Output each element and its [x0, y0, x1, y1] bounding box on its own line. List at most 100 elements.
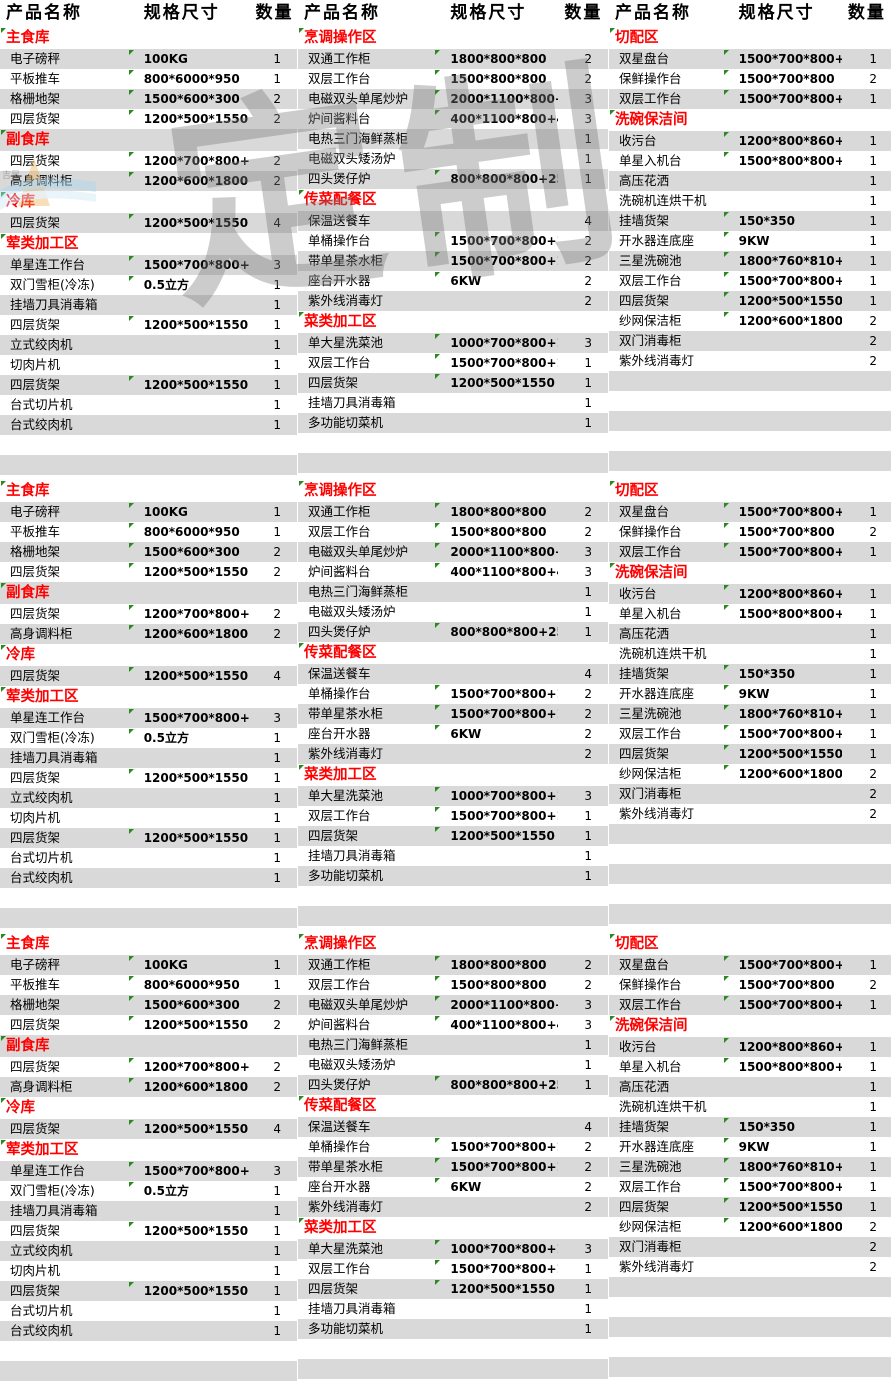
table-row[interactable]: 电磁双头矮汤炉 1: [298, 602, 608, 622]
table-row[interactable]: 电热三门海鲜蒸柜 1: [298, 582, 608, 602]
table-row[interactable]: 四层货架 1200*500*1550 4: [0, 213, 297, 233]
table-row[interactable]: 双星盘台 1500*700*800+1 1: [609, 502, 891, 522]
table-row[interactable]: 四层货架 1200*500*1550 1: [0, 1281, 297, 1301]
table-row[interactable]: 单星入机台 1500*800*800+1 1: [609, 151, 891, 171]
table-row[interactable]: 高压花洒 1: [609, 1077, 891, 1097]
table-row[interactable]: 立式绞肉机 1: [0, 1241, 297, 1261]
table-row[interactable]: 台式切片机 1: [0, 848, 297, 868]
table-row[interactable]: 四层货架 1200*500*1550 4: [0, 1119, 297, 1139]
table-row[interactable]: 四层货架 1200*500*1550 2: [0, 1015, 297, 1035]
table-row[interactable]: 双层工作台 1500*800*800 2: [298, 69, 608, 89]
table-row[interactable]: 挂墙刀具消毒箱 1: [298, 1299, 608, 1319]
table-row[interactable]: 格栅地架 1500*600*300 2: [0, 995, 297, 1015]
table-row[interactable]: 双门雪柜(冷冻) 0.5立方 1: [0, 728, 297, 748]
table-row[interactable]: 台式绞肉机 1: [0, 1321, 297, 1341]
table-row[interactable]: 电子磅秤 100KG 1: [0, 49, 297, 69]
table-row[interactable]: 紫外线消毒灯 2: [609, 351, 891, 371]
table-row[interactable]: 电热三门海鲜蒸柜 1: [298, 129, 608, 149]
table-row[interactable]: 多功能切菜机 1: [298, 413, 608, 433]
table-row[interactable]: 紫外线消毒灯 2: [609, 1257, 891, 1277]
table-row[interactable]: 高身调料柜 1200*600*1800 2: [0, 171, 297, 191]
table-row[interactable]: 保鲜操作台 1500*700*800 2: [609, 975, 891, 995]
table-row[interactable]: 座台开水器 6KW 2: [298, 271, 608, 291]
table-row[interactable]: 高身调料柜 1200*600*1800 2: [0, 1077, 297, 1097]
table-row[interactable]: 四层货架 1200*500*1550 1: [0, 828, 297, 848]
table-row[interactable]: 四层货架 1200*500*1550 1: [609, 1197, 891, 1217]
table-row[interactable]: 四层货架 1200*500*1550 2: [0, 109, 297, 129]
table-row[interactable]: 单星入机台 1500*800*800+1 1: [609, 1057, 891, 1077]
table-row[interactable]: 双层工作台 1500*800*800 2: [298, 975, 608, 995]
table-row[interactable]: 电磁双头矮汤炉 1: [298, 1055, 608, 1075]
table-row[interactable]: 双门消毒柜 2: [609, 1237, 891, 1257]
table-row[interactable]: 紫外线消毒灯 2: [609, 804, 891, 824]
table-row[interactable]: 平板推车 800*6000*950 1: [0, 69, 297, 89]
table-row[interactable]: 三星洗碗池 1800*760*810+1 1: [609, 251, 891, 271]
table-row[interactable]: 格栅地架 1500*600*300 2: [0, 542, 297, 562]
table-row[interactable]: 双星盘台 1500*700*800+1 1: [609, 49, 891, 69]
table-row[interactable]: 平板推车 800*6000*950 1: [0, 522, 297, 542]
table-row[interactable]: 双层工作台 1500*700*800+1 1: [609, 724, 891, 744]
table-row[interactable]: 四层货架 1200*500*1550 1: [298, 1279, 608, 1299]
table-row[interactable]: 三星洗碗池 1800*760*810+1 1: [609, 704, 891, 724]
table-row[interactable]: 四层货架 1200*500*1550 1: [0, 768, 297, 788]
table-row[interactable]: 洗碗机连烘干机 1: [609, 191, 891, 211]
table-row[interactable]: 四层货架 1200*500*1550 1: [298, 373, 608, 393]
table-row[interactable]: 高压花洒 1: [609, 171, 891, 191]
table-row[interactable]: 平板推车 800*6000*950 1: [0, 975, 297, 995]
table-row[interactable]: 双门雪柜(冷冻) 0.5立方 1: [0, 275, 297, 295]
table-row[interactable]: 切肉片机 1: [0, 1261, 297, 1281]
table-row[interactable]: 收污台 1200*800*860+1 1: [609, 1037, 891, 1057]
table-row[interactable]: 紫外线消毒灯 2: [298, 744, 608, 764]
table-row[interactable]: 开水器连底座 9KW 1: [609, 684, 891, 704]
table-row[interactable]: 四层货架 1200*500*1550 1: [0, 375, 297, 395]
table-row[interactable]: 挂墙货架 150*350 1: [609, 211, 891, 231]
table-row[interactable]: 电热三门海鲜蒸柜 1: [298, 1035, 608, 1055]
table-row[interactable]: 保温送餐车 4: [298, 211, 608, 231]
table-row[interactable]: 高身调料柜 1200*600*1800 2: [0, 624, 297, 644]
table-row[interactable]: 双层工作台 1500*700*800+1 1: [609, 995, 891, 1015]
table-row[interactable]: 四层货架 1200*500*1550 1: [609, 744, 891, 764]
table-row[interactable]: 双层工作台 1500*800*800 2: [298, 522, 608, 542]
table-row[interactable]: 单星入机台 1500*800*800+1 1: [609, 604, 891, 624]
table-row[interactable]: 台式绞肉机 1: [0, 868, 297, 888]
table-row[interactable]: 保温送餐车 4: [298, 664, 608, 684]
table-row[interactable]: 洗碗机连烘干机 1: [609, 644, 891, 664]
table-row[interactable]: 电子磅秤 100KG 1: [0, 502, 297, 522]
table-row[interactable]: 电磁双头矮汤炉 1: [298, 149, 608, 169]
table-row[interactable]: 开水器连底座 9KW 1: [609, 1137, 891, 1157]
table-row[interactable]: 挂墙刀具消毒箱 1: [0, 295, 297, 315]
table-row[interactable]: 台式绞肉机 1: [0, 415, 297, 435]
table-row[interactable]: 挂墙刀具消毒箱 1: [298, 393, 608, 413]
table-row[interactable]: 座台开水器 6KW 2: [298, 1177, 608, 1197]
table-row[interactable]: 双门消毒柜 2: [609, 331, 891, 351]
table-row[interactable]: 收污台 1200*800*860+1 1: [609, 131, 891, 151]
table-row[interactable]: 纱网保洁柜 1200*600*1800 2: [609, 311, 891, 331]
table-row[interactable]: 切肉片机 1: [0, 355, 297, 375]
table-row[interactable]: 保鲜操作台 1500*700*800 2: [609, 69, 891, 89]
table-row[interactable]: 挂墙刀具消毒箱 1: [0, 1201, 297, 1221]
table-row[interactable]: 双层工作台 1500*700*800+1 1: [609, 89, 891, 109]
table-row[interactable]: 切肉片机 1: [0, 808, 297, 828]
table-row[interactable]: 双层工作台 1500*700*800+1 1: [609, 1177, 891, 1197]
table-row[interactable]: 挂墙货架 150*350 1: [609, 664, 891, 684]
